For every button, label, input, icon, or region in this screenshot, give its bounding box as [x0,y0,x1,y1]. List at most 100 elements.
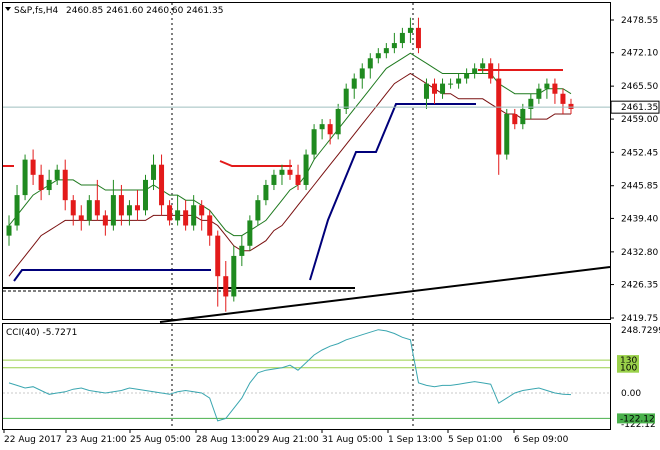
candle-body [456,78,462,84]
candle [399,27,405,49]
candle-body [263,184,269,201]
candle [22,154,28,201]
ma-fast-line [8,52,572,237]
candle [335,103,341,140]
candle-body [151,164,157,180]
candle-body [255,200,261,221]
cci-tick-label: 248.7299 [621,326,660,336]
cci-low-level-box [617,413,655,424]
candle [183,200,189,231]
candle-body [110,195,116,226]
candle [70,195,76,226]
candle [191,195,197,231]
candle [568,98,574,115]
candle [239,235,245,267]
price-tick-label: 2472.10 [621,49,658,59]
candle [415,17,421,54]
candle [544,78,550,99]
red-level-2 [219,160,292,167]
candle [295,164,301,191]
candle [480,58,486,74]
candle-body [319,124,325,130]
candle-body [383,48,389,54]
time-tick-label: 6 Sep 09:00 [514,435,569,445]
time-axis: 22 Aug 2017 23 Aug 21:00 25 Aug 05:00 28 Au… [3,429,569,445]
candle [14,184,20,231]
candle-body [247,220,253,246]
candle-body [407,27,413,33]
candle [504,108,510,160]
price-tick-label: 2439.40 [621,214,658,224]
candle-body [191,205,197,226]
candle-body [520,108,526,125]
candle [142,174,148,216]
candle [359,63,365,89]
candle [215,230,221,307]
chart-header: S&P,fs,H4 [14,6,59,16]
candle [247,215,253,251]
cci-level-box [617,362,639,373]
candle [38,164,44,201]
current-price-label: 2461.35 [621,103,658,113]
candle-body [78,215,84,221]
candle [30,149,36,185]
time-tick-label: 25 Aug 05:00 [130,435,191,445]
candle [432,78,438,104]
candle [62,159,68,211]
trendline [159,266,611,323]
candle [536,83,542,104]
candle [151,154,157,191]
price-tick-label: 2419.75 [621,314,658,324]
candle-body [22,159,28,196]
candle [383,43,389,59]
candle [54,164,60,185]
candle-body [311,129,317,155]
candle-body [415,27,421,49]
candle-body [343,88,349,109]
candle-body [295,174,301,185]
time-tick-label: 28 Aug 13:00 [196,435,257,445]
candle [391,32,397,54]
candle [86,195,92,226]
candle [528,93,534,120]
candle-body [303,154,309,185]
candle [287,159,293,180]
candle [343,83,349,115]
candle-body [528,98,534,109]
candle [456,73,462,89]
candle [159,154,165,216]
candle [488,58,494,84]
candle-body [327,124,333,135]
candle [110,179,116,231]
candle [311,124,317,160]
cci-tick-label: -122.12 [621,420,656,430]
candle [367,53,373,79]
price-tick-label: 2426.35 [621,281,658,291]
price-tick-label: 2459.00 [621,115,658,125]
candle-body [560,93,566,104]
cci-tick-label: 0.00 [621,389,641,399]
candle [94,179,100,221]
candle-body [440,83,446,94]
candle-body [118,195,124,216]
candle [78,205,84,231]
candle-body [159,164,165,206]
candle [207,210,213,246]
candle [407,17,413,44]
candle [351,73,357,99]
time-tick-label: 1 Sep 13:00 [388,435,443,445]
candle [167,200,173,226]
price-axis: 2478.55 2472.10 2465.50 2459.00 2452.45 2445.… [610,16,660,324]
chart-header-values: 2460.85 2461.60 2460.60 2461.35 [66,6,223,16]
candle-body [6,225,12,236]
candle-body [38,174,44,191]
navy-line-1 [13,269,211,282]
cci-plot-frame[interactable] [2,323,611,430]
price-tick-label: 2445.85 [621,182,658,192]
time-tick-label: 31 Aug 05:00 [322,435,383,445]
candle [223,260,229,312]
candle [263,179,269,206]
candle-body [488,63,494,79]
candle [440,78,446,99]
